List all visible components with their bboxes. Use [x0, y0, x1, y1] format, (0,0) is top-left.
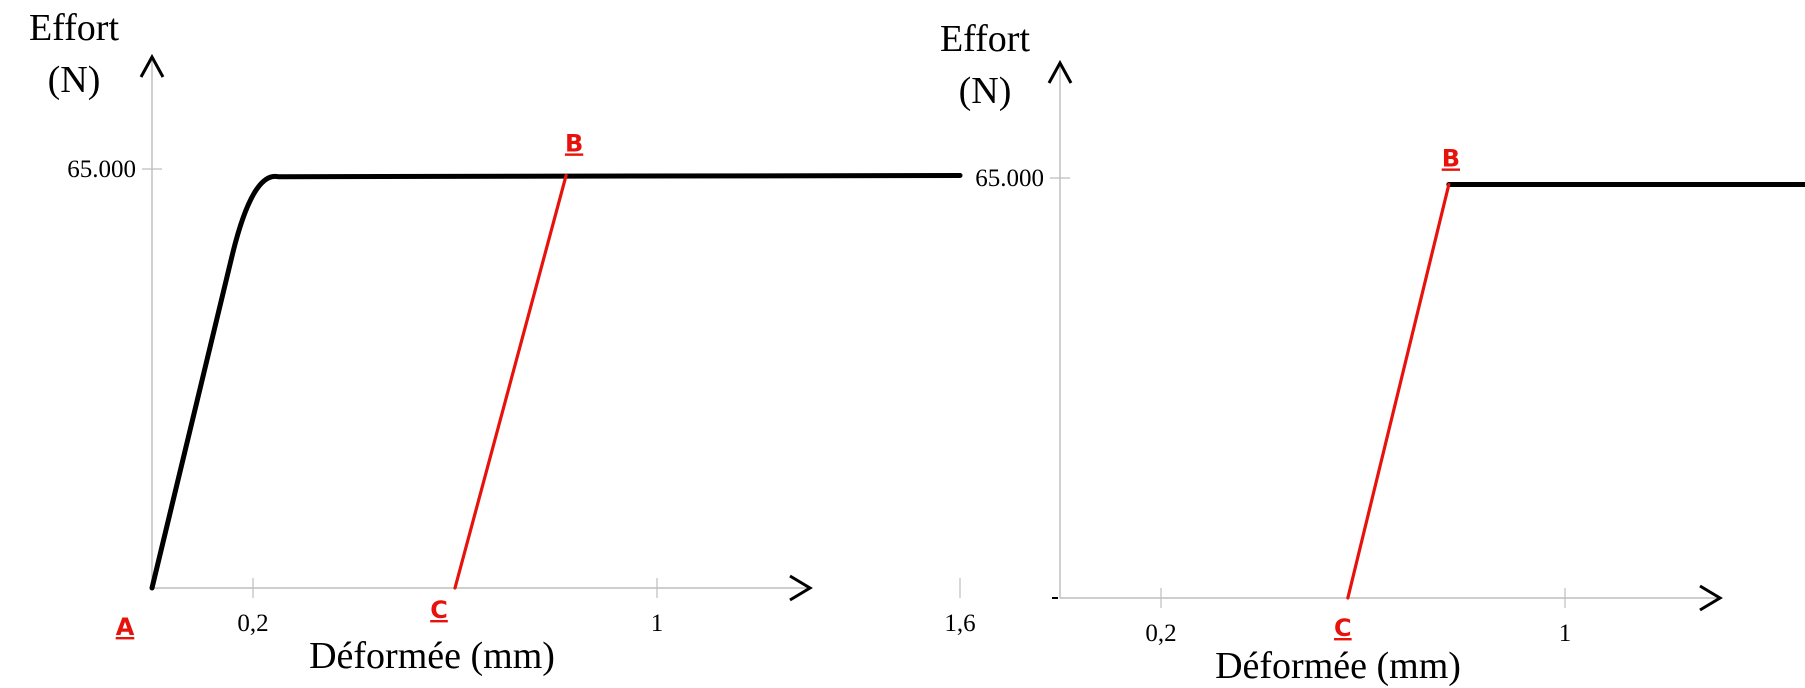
loading-curve [149, 172, 963, 591]
y-axis-arrow-icon [139, 53, 165, 78]
point-label-a: A [116, 613, 135, 641]
x-axis-arrow-icon [789, 574, 813, 602]
point-label-c: C [1334, 614, 1352, 642]
y-axis-title: Effort [940, 18, 1030, 60]
y-axis-title: (N) [959, 70, 1012, 112]
x-axis-title: Déformée (mm) [1215, 645, 1461, 687]
point-label-b: B [565, 129, 583, 157]
x-tick-label: 1 [651, 610, 664, 637]
x-tick-label: 0,2 [1145, 620, 1176, 647]
chart-1: 0,2 1 1,6 65.000 Effort (N) Déformée (mm) A B C [29, 7, 976, 677]
x-tick-label: 0,2 [237, 610, 268, 637]
y-axis-title: Effort [29, 7, 119, 49]
x-tick-label: 1,6 [944, 610, 975, 637]
x-axis-arrow-icon [1699, 584, 1723, 612]
y-tick-label: 65.000 [67, 156, 136, 183]
y-tick-label: 65.000 [975, 165, 1044, 192]
x-tick-label: 1 [1559, 620, 1572, 647]
chart-2: 0,2 1 1,6 65.000 Effort (N) Déformée (mm) B C [940, 18, 1805, 687]
unloading-curve [1346, 182, 1451, 600]
x-axis-title: Déformée (mm) [309, 635, 555, 677]
y-axis-title: (N) [48, 59, 101, 101]
unloading-curve [453, 173, 568, 590]
point-label-c: C [430, 596, 448, 624]
y-axis-arrow-icon [1047, 59, 1073, 84]
point-label-b: B [1442, 144, 1460, 172]
